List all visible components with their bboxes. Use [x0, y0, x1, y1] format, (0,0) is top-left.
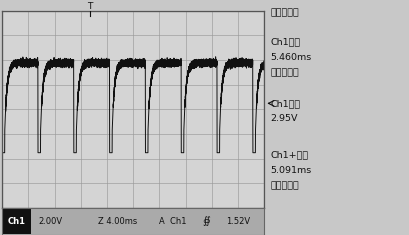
Bar [2, 209, 31, 234]
Text: 动态矩形图: 动态矩形图 [270, 181, 299, 190]
Text: 2.95V: 2.95V [270, 114, 297, 123]
Text: 动态矩形图: 动态矩形图 [270, 8, 299, 17]
Text: Ch1+宽度: Ch1+宽度 [270, 151, 308, 160]
Text: Ch1周期: Ch1周期 [270, 38, 300, 47]
Text: A  Ch1: A Ch1 [158, 217, 186, 226]
Text: 2.00V: 2.00V [39, 217, 63, 226]
Text: Ch1平均: Ch1平均 [270, 99, 300, 108]
Text: ∯: ∯ [202, 216, 210, 227]
Text: 1.52V: 1.52V [226, 217, 249, 226]
Text: 5.460ms: 5.460ms [270, 53, 311, 62]
Text: Z 4.00ms: Z 4.00ms [98, 217, 137, 226]
Text: Ch1: Ch1 [7, 217, 25, 226]
Text: T: T [87, 2, 92, 11]
Text: 5.091ms: 5.091ms [270, 166, 311, 175]
Text: 动态矩形图: 动态矩形图 [270, 68, 299, 77]
